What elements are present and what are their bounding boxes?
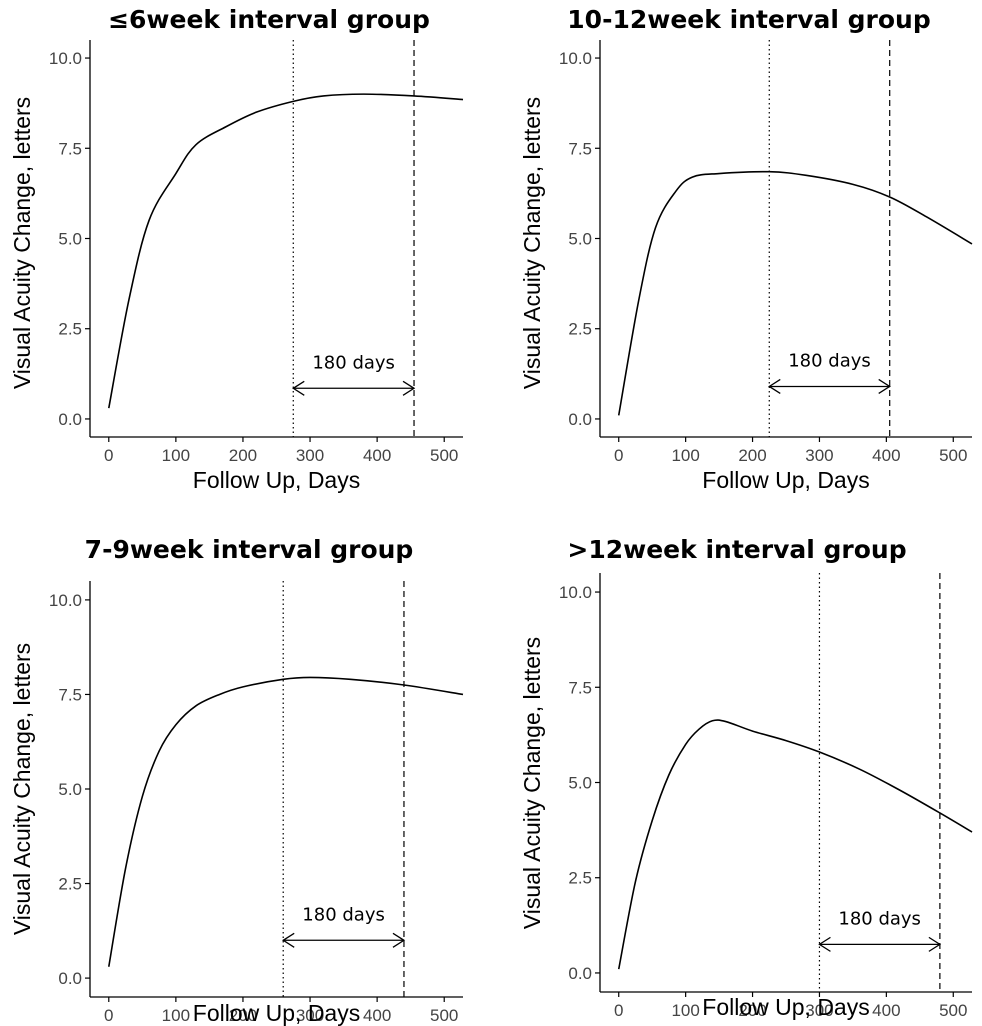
y-tick-label: 5.0 bbox=[568, 774, 592, 793]
x-tick-label: 0 bbox=[614, 1001, 623, 1020]
interval-annotation-label: 180 days bbox=[788, 350, 871, 371]
y-tick-label: 7.5 bbox=[58, 685, 82, 704]
x-tick-label: 300 bbox=[296, 1006, 324, 1025]
y-tick-label: 10.0 bbox=[559, 49, 592, 68]
chart-title: 10-12week interval group bbox=[567, 5, 930, 34]
x-axis-label: Follow Up, Days bbox=[702, 467, 869, 493]
y-tick-label: 2.5 bbox=[568, 869, 592, 888]
y-tick-label: 0.0 bbox=[568, 964, 592, 983]
y-tick-label: 0.0 bbox=[568, 410, 592, 429]
interval-annotation-label: 180 days bbox=[838, 908, 921, 929]
y-axis-label: Visual Acuity Change, letters bbox=[9, 97, 35, 389]
y-axis-label: Visual Acuity Change, letters bbox=[519, 637, 545, 929]
y-tick-label: 10.0 bbox=[49, 591, 82, 610]
chart-panel-2: 10-12week interval group 0.0 2.5 5.0 7.5 10.0… bbox=[519, 5, 973, 493]
x-axis-label: Follow Up, Days bbox=[702, 994, 869, 1020]
y-tick-label: 10.0 bbox=[49, 49, 82, 68]
x-tick-label: 100 bbox=[162, 446, 190, 465]
y-tick-label: 7.5 bbox=[568, 678, 592, 697]
x-tick-label: 100 bbox=[671, 1001, 699, 1020]
y-tick-label: 7.5 bbox=[58, 139, 82, 158]
x-tick-label: 400 bbox=[872, 1001, 900, 1020]
x-tick-label: 200 bbox=[738, 1001, 766, 1020]
series-line bbox=[617, 170, 973, 416]
y-tick-label: 2.5 bbox=[58, 320, 82, 339]
x-tick-label: 100 bbox=[671, 446, 699, 465]
x-tick-label: 300 bbox=[805, 1001, 833, 1020]
y-tick-label: 0.0 bbox=[58, 410, 82, 429]
y-tick-label: 2.5 bbox=[568, 320, 592, 339]
arrow-head-right bbox=[928, 936, 942, 952]
y-tick-label: 2.5 bbox=[58, 875, 82, 894]
x-tick-label: 500 bbox=[939, 446, 967, 465]
chart-panel-4: >12week interval group 0.0 2.5 5.0 7.5 10.0 0 1… bbox=[519, 535, 973, 1020]
x-tick-label: 0 bbox=[104, 446, 113, 465]
x-tick-label: 400 bbox=[872, 446, 900, 465]
x-axis-label: Follow Up, Days bbox=[193, 1000, 360, 1026]
series-line bbox=[617, 719, 973, 970]
series-line bbox=[107, 676, 464, 967]
y-axis-label: Visual Acuity Change, letters bbox=[519, 97, 545, 389]
x-tick-label: 100 bbox=[162, 1006, 190, 1025]
x-tick-label: 500 bbox=[430, 446, 458, 465]
x-tick-label: 500 bbox=[430, 1006, 458, 1025]
x-tick-label: 300 bbox=[805, 446, 833, 465]
y-tick-label: 0.0 bbox=[58, 969, 82, 988]
x-tick-label: 0 bbox=[104, 1006, 113, 1025]
interval-annotation-label: 180 days bbox=[302, 904, 385, 925]
x-tick-label: 500 bbox=[939, 1001, 967, 1020]
x-tick-label: 400 bbox=[363, 1006, 391, 1025]
x-tick-label: 300 bbox=[296, 446, 324, 465]
y-tick-label: 10.0 bbox=[559, 583, 592, 602]
y-tick-label: 7.5 bbox=[568, 139, 592, 158]
x-tick-label: 0 bbox=[614, 446, 623, 465]
arrow-head-right bbox=[402, 380, 416, 396]
chart-title: 7-9week interval group bbox=[85, 535, 414, 564]
x-tick-label: 400 bbox=[363, 446, 391, 465]
chart-panel-3: 7-9week interval group 0.0 2.5 5.0 7.5 10.0 0 1… bbox=[9, 535, 464, 1026]
arrow-head-left bbox=[281, 932, 295, 948]
x-tick-label: 200 bbox=[229, 446, 257, 465]
interval-annotation-label: 180 days bbox=[312, 352, 395, 373]
series-line bbox=[107, 93, 464, 409]
arrow-head-right bbox=[392, 932, 406, 948]
arrow-head-right bbox=[878, 378, 891, 395]
y-axis-label: Visual Acuity Change, letters bbox=[9, 643, 35, 935]
y-tick-label: 5.0 bbox=[58, 780, 82, 799]
arrow-head-left bbox=[818, 936, 831, 952]
x-axis-label: Follow Up, Days bbox=[193, 467, 360, 493]
chart-panel-1: ≤6week interval group 0.0 2.5 5.0 7.5 10.0 0 10… bbox=[9, 5, 464, 493]
x-tick-label: 200 bbox=[738, 446, 766, 465]
arrow-head-left bbox=[768, 378, 781, 395]
y-tick-label: 5.0 bbox=[58, 230, 82, 249]
chart-title: ≤6week interval group bbox=[108, 5, 430, 34]
chart-title: >12week interval group bbox=[567, 535, 906, 564]
arrow-head-left bbox=[292, 380, 305, 396]
x-tick-label: 200 bbox=[229, 1006, 257, 1025]
y-tick-label: 5.0 bbox=[568, 230, 592, 249]
